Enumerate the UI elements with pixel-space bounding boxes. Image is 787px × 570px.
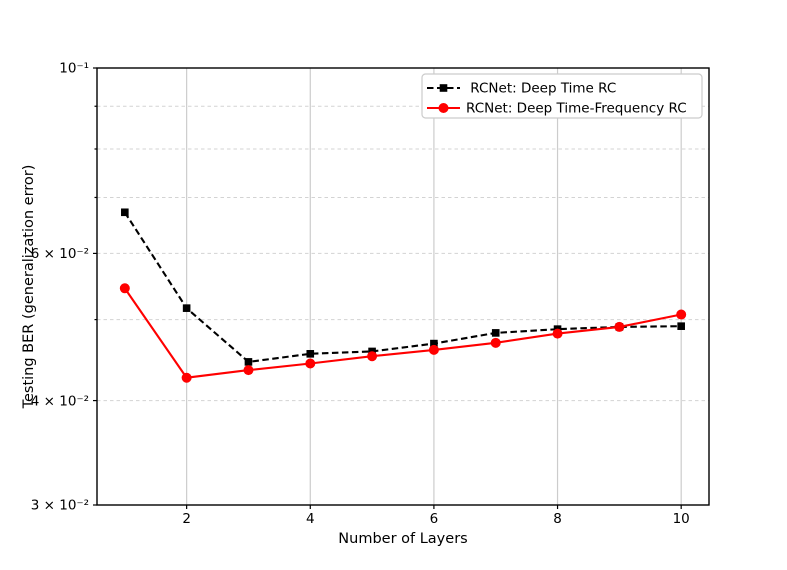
- y-axis-label: Testing BER (generalization error): [21, 165, 37, 410]
- y-tick-label: 10⁻¹: [59, 61, 89, 77]
- data-point-marker: [552, 328, 563, 339]
- data-point-marker: [119, 283, 130, 294]
- data-point-marker: [430, 339, 438, 348]
- series-circle: [119, 283, 687, 383]
- x-tick-label: 2: [182, 511, 191, 527]
- data-point-marker: [491, 329, 500, 337]
- data-point-marker: [182, 304, 191, 312]
- data-point-marker: [490, 337, 501, 348]
- data-point-marker: [244, 358, 253, 366]
- legend-entry-label: RCNet: Deep Time RC: [466, 81, 616, 97]
- x-axis-label: Number of Layers: [338, 531, 467, 547]
- legend: RCNet: Deep Time RC RCNet: Deep Time-Freq…: [421, 73, 703, 119]
- data-point-marker: [428, 344, 439, 355]
- y-tick-label: 4 × 10⁻²: [31, 393, 89, 409]
- data-point-marker: [306, 350, 315, 358]
- data-point-marker: [439, 84, 448, 92]
- data-point-marker: [614, 321, 625, 332]
- data-point-marker: [305, 358, 316, 369]
- legend-entry-label: RCNet: Deep Time-Frequency RC: [466, 101, 687, 117]
- y-tick-label: 3 × 10⁻²: [31, 498, 89, 514]
- data-point-marker: [676, 309, 687, 320]
- data-point-marker: [367, 351, 378, 362]
- data-point-marker: [181, 372, 192, 383]
- data-point-marker: [438, 103, 449, 113]
- x-tick-label: 4: [306, 511, 315, 527]
- x-tick-label: 10: [673, 511, 690, 527]
- x-tick-label: 8: [553, 511, 562, 527]
- series-line: [123, 287, 682, 379]
- data-point-marker: [677, 322, 685, 330]
- legend-box: [421, 73, 703, 119]
- series-line: [123, 211, 682, 364]
- data-point-marker: [121, 208, 129, 217]
- plot-border: [96, 67, 710, 506]
- data-point-marker: [243, 365, 254, 376]
- y-tick-label: 6 × 10⁻²: [31, 246, 89, 262]
- x-tick-label: 6: [430, 511, 439, 527]
